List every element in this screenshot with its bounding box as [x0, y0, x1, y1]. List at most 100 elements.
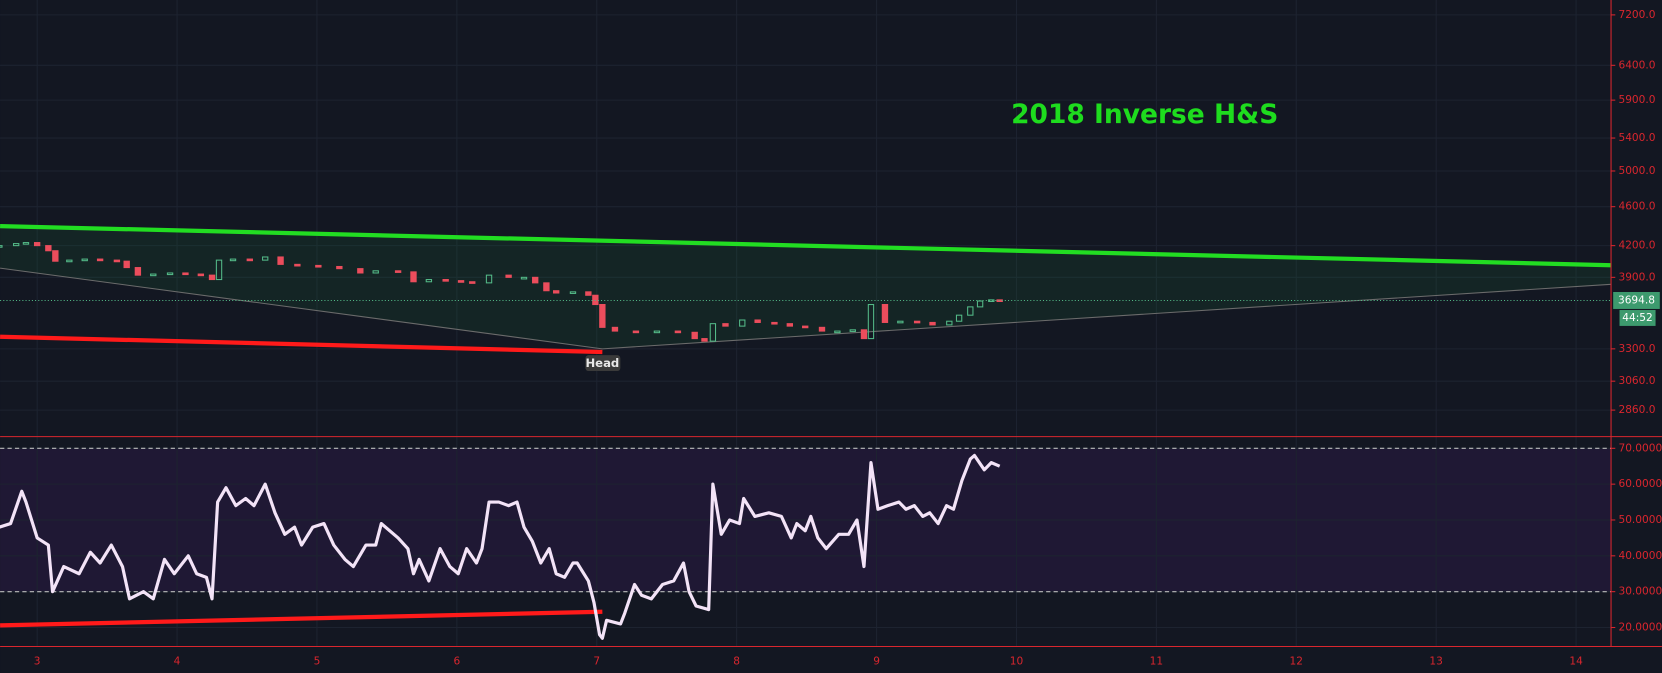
y-tick-label: 40.0000 — [1618, 550, 1662, 562]
candle — [315, 264, 322, 268]
candle — [520, 276, 528, 280]
candle — [45, 245, 52, 252]
x-tick-label: 7 — [593, 655, 600, 667]
x-tick-label: 14 — [1569, 655, 1583, 667]
trendline — [0, 609, 603, 628]
candle — [96, 258, 104, 262]
candle — [81, 258, 88, 262]
y-tick-label: 4200.0 — [1618, 240, 1655, 252]
rsi-line — [0, 453, 1001, 640]
x-tick-label: 12 — [1290, 655, 1303, 667]
candle — [66, 259, 73, 263]
candle — [897, 320, 904, 324]
candle — [834, 330, 841, 334]
candle — [691, 331, 698, 340]
y-tick-label: 70.0000 — [1618, 442, 1662, 454]
x-tick-label: 13 — [1429, 655, 1442, 667]
candle — [881, 303, 889, 323]
candle — [653, 330, 661, 334]
candle — [674, 330, 682, 334]
x-tick-label: 8 — [733, 655, 740, 667]
candle — [860, 329, 868, 340]
candle — [336, 265, 343, 270]
y-tick-label: 60.0000 — [1618, 478, 1662, 490]
y-tick-label: 7200.0 — [1618, 9, 1655, 21]
annotation: Head — [585, 356, 619, 370]
chart-title: 2018 Inverse H&S — [1011, 99, 1278, 130]
candle — [913, 320, 921, 324]
y-tick-label: 50.0000 — [1618, 514, 1662, 526]
candle — [457, 280, 465, 283]
candle — [372, 270, 379, 274]
y-tick-label: 4600.0 — [1618, 201, 1655, 213]
trendline — [0, 223, 1612, 268]
candle — [22, 242, 30, 245]
candle — [955, 314, 963, 322]
y-tick-label: 3300.0 — [1618, 343, 1655, 355]
candle — [197, 273, 205, 277]
y-tick-label: 5400.0 — [1618, 132, 1655, 144]
candle — [150, 273, 157, 277]
candle — [967, 306, 974, 316]
x-tick-label: 4 — [174, 655, 181, 667]
candle — [976, 300, 984, 308]
candle — [166, 272, 174, 276]
candle — [294, 263, 301, 267]
candle — [113, 259, 121, 263]
candle — [771, 321, 778, 325]
candle — [988, 299, 995, 302]
annotation-box — [585, 355, 621, 372]
candle — [996, 299, 1003, 302]
candle — [818, 326, 826, 332]
candle — [585, 291, 592, 296]
candle — [739, 319, 746, 327]
candle — [12, 243, 20, 247]
candle — [277, 256, 284, 265]
candle — [33, 242, 41, 247]
x-tick-label: 10 — [1010, 655, 1024, 667]
candle — [946, 320, 953, 326]
candle — [802, 325, 809, 329]
x-tick-label: 3 — [34, 655, 41, 667]
candle — [229, 258, 237, 262]
candle — [485, 274, 493, 284]
candle — [357, 268, 364, 274]
candle — [543, 282, 550, 292]
candle — [532, 276, 539, 284]
trendline — [0, 267, 1612, 350]
candle — [123, 260, 130, 269]
candle — [632, 330, 640, 334]
countdown-box — [1619, 310, 1656, 326]
candle — [754, 319, 761, 323]
candle — [215, 259, 223, 281]
y-tick-label: 6400.0 — [1618, 59, 1655, 71]
candle — [442, 279, 449, 282]
y-tick-label: 20.0000 — [1618, 622, 1662, 634]
candle — [611, 326, 619, 332]
candle — [701, 338, 708, 342]
candle — [867, 303, 875, 340]
candle — [849, 329, 856, 332]
y-tick-label: 3900.0 — [1618, 271, 1655, 283]
candle — [553, 290, 560, 294]
last-price-box — [1613, 291, 1660, 309]
candle — [469, 281, 476, 284]
candle — [262, 256, 269, 261]
candle — [0, 245, 3, 248]
candle — [208, 274, 216, 281]
x-tick-label: 6 — [453, 655, 460, 667]
countdown-label: 44:52 — [1622, 312, 1653, 324]
y-tick-label: 5000.0 — [1618, 165, 1655, 177]
candle — [394, 270, 402, 273]
candle — [592, 294, 599, 306]
x-tick-label: 5 — [314, 655, 321, 667]
last-price-label: 3694.8 — [1618, 294, 1655, 306]
candle — [182, 272, 189, 276]
candle — [709, 323, 717, 342]
candle — [569, 291, 577, 294]
y-tick-label: 5900.0 — [1618, 94, 1655, 106]
candle — [425, 279, 433, 283]
y-tick-label: 3060.0 — [1618, 375, 1655, 387]
candle — [52, 250, 59, 262]
